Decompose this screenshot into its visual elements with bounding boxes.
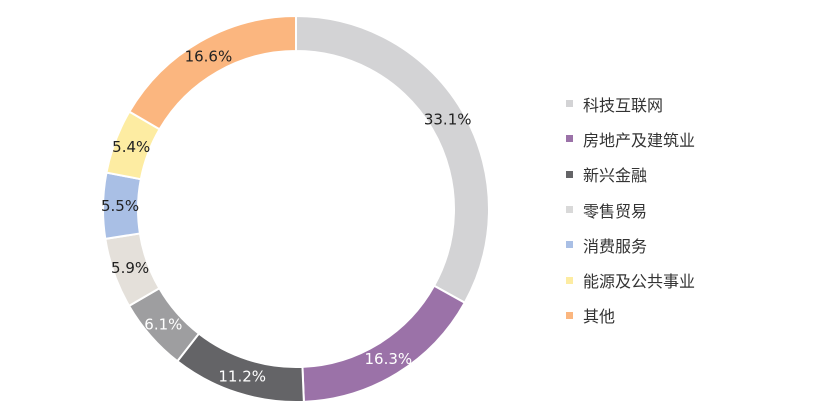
legend-item: 新兴金融	[566, 157, 695, 192]
legend-item: 房地产及建筑业	[566, 121, 695, 156]
legend-swatch	[566, 206, 573, 214]
legend-label: 新兴金融	[583, 166, 648, 186]
legend: 科技互联网房地产及建筑业 新兴金融零售贸易消费服务能源及公共事业 其他	[566, 86, 695, 333]
slice-data-label: 5.9%	[111, 259, 149, 277]
slice-data-label: 16.6%	[185, 47, 233, 65]
legend-swatch	[566, 100, 573, 108]
legend-swatch	[566, 170, 573, 178]
legend-label: 零售贸易	[583, 201, 648, 221]
legend-item: 零售贸易	[566, 192, 695, 227]
legend-swatch	[566, 276, 573, 284]
legend-label: 科技互联网	[583, 95, 664, 115]
legend-swatch	[566, 135, 573, 143]
legend-label: 消费服务	[583, 236, 648, 256]
donut-slice	[301, 284, 467, 403]
legend-swatch	[566, 311, 573, 319]
slice-data-label: 33.1%	[424, 111, 472, 129]
slice-data-label: 16.3%	[365, 350, 413, 368]
slice-data-label: 6.1%	[144, 316, 182, 334]
slice-data-label: 5.4%	[112, 138, 150, 156]
legend-item: 其他	[566, 298, 695, 333]
legend-swatch	[566, 241, 573, 249]
slice-data-label: 5.5%	[101, 197, 139, 215]
donut-slice	[127, 14, 297, 131]
slice-data-label: 11.2%	[218, 368, 266, 386]
legend-item: 科技互联网	[566, 86, 695, 121]
legend-label: 房地产及建筑业	[583, 130, 696, 150]
legend-label: 其他	[583, 307, 616, 327]
legend-label: 能源及公共事业	[583, 272, 696, 292]
legend-item: 能源及公共事业	[566, 262, 695, 297]
legend-item: 消费服务	[566, 227, 695, 262]
donut-slice	[295, 14, 490, 305]
